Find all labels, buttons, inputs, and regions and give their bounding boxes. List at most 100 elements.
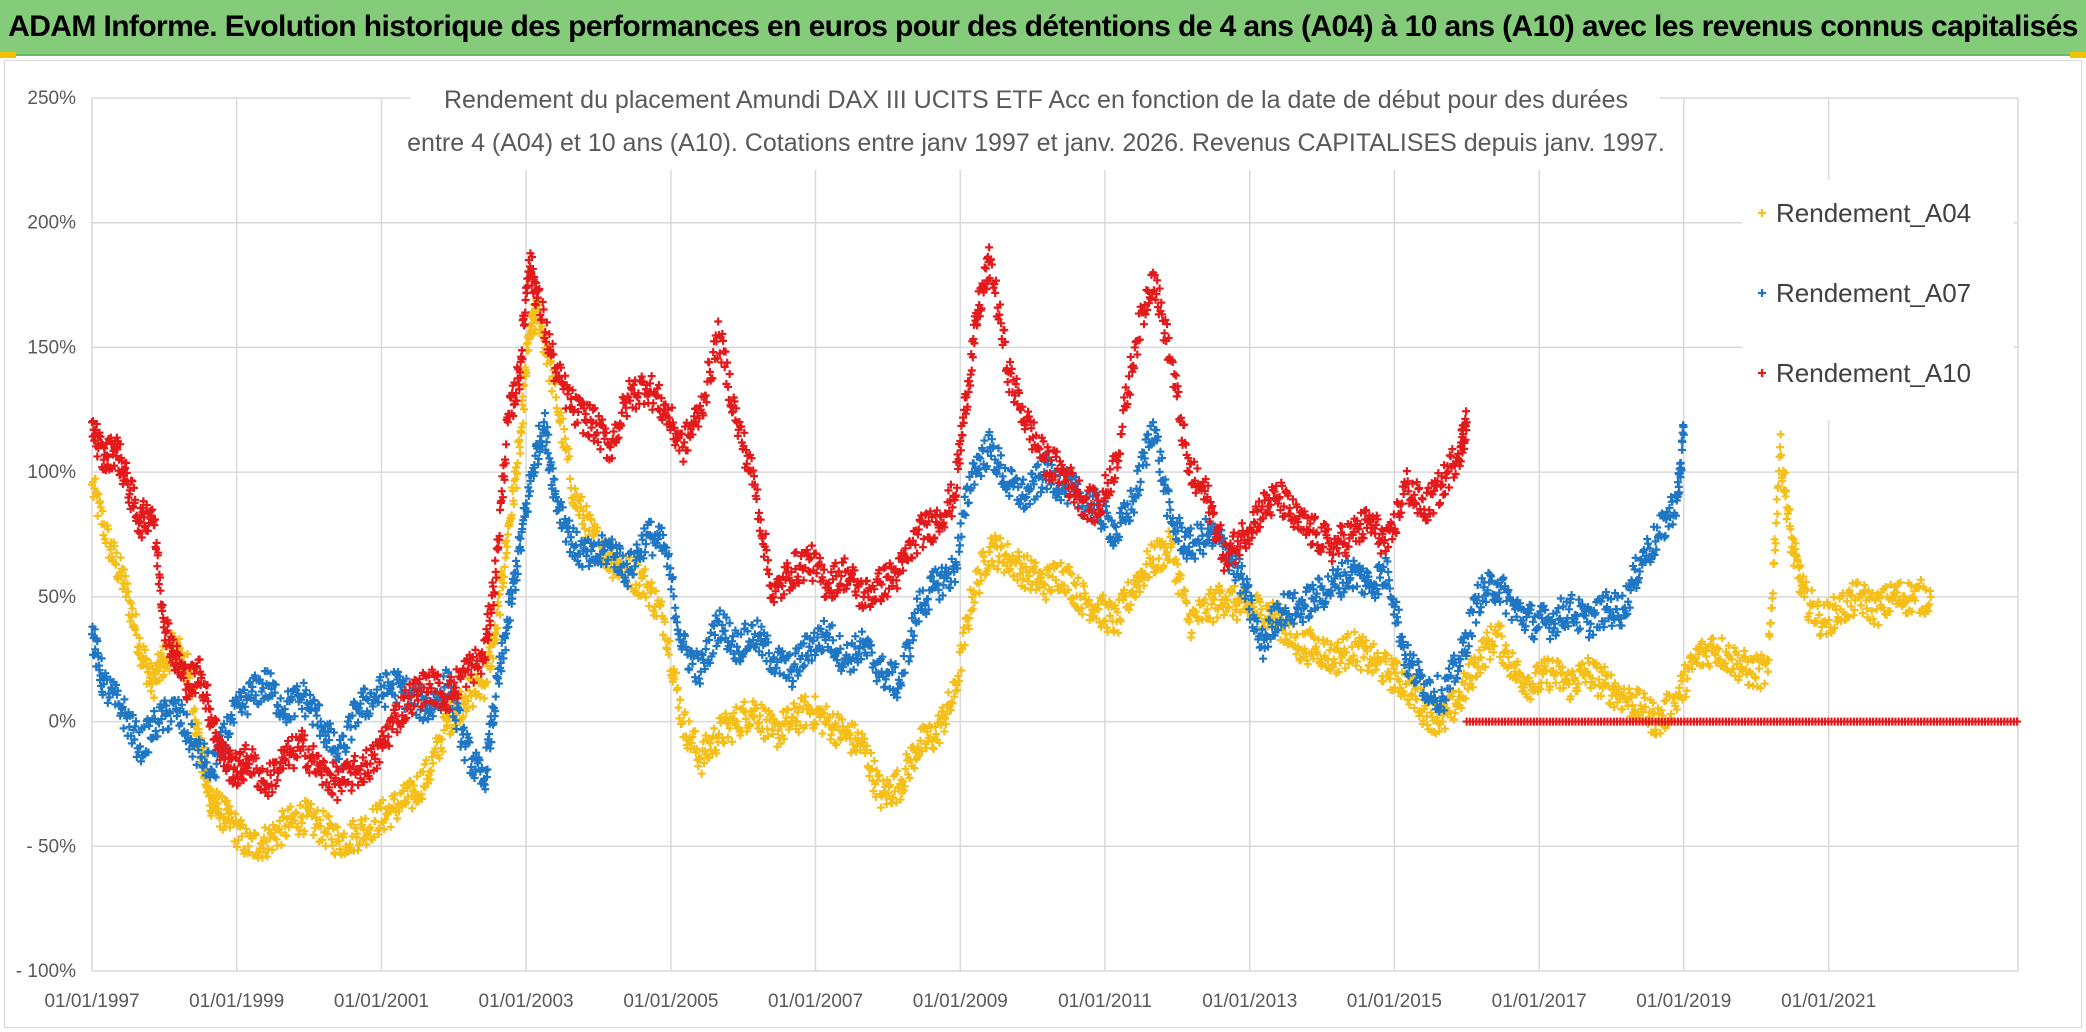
data-point (901, 764, 910, 773)
data-point (697, 769, 706, 778)
data-point (1078, 610, 1087, 619)
data-point (448, 728, 457, 737)
data-point (1874, 621, 1883, 630)
data-point (1496, 621, 1505, 630)
data-point (144, 748, 153, 757)
data-point (330, 728, 339, 737)
data-point (1760, 679, 1769, 688)
data-point (507, 511, 516, 520)
data-point (1568, 667, 1577, 676)
data-point (1041, 581, 1050, 590)
data-point (1847, 591, 1856, 600)
data-point (440, 726, 449, 735)
data-point (296, 801, 305, 810)
data-point (659, 531, 668, 540)
data-point (705, 635, 714, 644)
data-point (525, 487, 534, 496)
data-point (1067, 570, 1076, 579)
data-point (194, 746, 203, 755)
data-point (561, 434, 570, 443)
data-point (174, 696, 183, 705)
data-point (1046, 480, 1055, 489)
data-point (333, 796, 342, 805)
data-point (1789, 561, 1798, 570)
data-point (158, 706, 167, 715)
data-point (199, 763, 208, 772)
data-point (1812, 617, 1821, 626)
data-point (1526, 695, 1535, 704)
data-point (460, 756, 469, 765)
data-point (1349, 651, 1358, 660)
data-point (276, 828, 285, 837)
data-point (750, 713, 759, 722)
data-point (153, 732, 162, 741)
data-point (964, 625, 973, 634)
data-point (722, 613, 731, 622)
data-point (543, 423, 552, 432)
data-point (1774, 482, 1783, 491)
data-point (339, 732, 348, 741)
data-point (1876, 594, 1885, 603)
data-point (141, 645, 150, 654)
data-point (1037, 569, 1046, 578)
data-point (116, 553, 125, 562)
data-point (488, 654, 497, 663)
data-point (269, 821, 278, 830)
data-point (741, 619, 750, 628)
data-point (1599, 678, 1608, 687)
data-point (867, 764, 876, 773)
data-point (547, 387, 556, 396)
data-point (93, 637, 102, 646)
data-point (709, 732, 718, 741)
data-point (347, 735, 356, 744)
data-point (146, 659, 155, 668)
data-point (673, 684, 682, 693)
data-point (192, 760, 201, 769)
data-point (556, 408, 565, 417)
data-point (1475, 646, 1484, 655)
data-point (685, 717, 694, 726)
data-point (685, 665, 694, 674)
data-point (1209, 617, 1218, 626)
data-point (349, 816, 358, 825)
data-point (356, 699, 365, 708)
data-point (1617, 621, 1626, 630)
data-point (958, 645, 967, 654)
data-point (884, 789, 893, 798)
data-point (741, 714, 750, 723)
data-point (1130, 576, 1139, 585)
data-point (824, 720, 833, 729)
data-point (1610, 703, 1619, 712)
data-point (112, 680, 121, 689)
data-point (1098, 591, 1107, 600)
data-point (292, 808, 301, 817)
data-point (288, 695, 297, 704)
data-point (706, 628, 715, 637)
data-point (251, 830, 260, 839)
data-point (1362, 647, 1371, 656)
data-point (1440, 724, 1449, 733)
data-point (1677, 676, 1686, 685)
data-point (243, 710, 252, 719)
data-point (134, 748, 143, 757)
data-point (835, 632, 844, 641)
data-point (638, 535, 647, 544)
data-point (1776, 443, 1785, 452)
data-point (1290, 642, 1299, 651)
data-point (491, 628, 500, 637)
data-point (1675, 683, 1684, 692)
data-point (1064, 585, 1073, 594)
data-point (980, 436, 989, 445)
data-point (1832, 605, 1841, 614)
data-point (164, 724, 173, 733)
data-point (187, 720, 196, 729)
data-point (695, 679, 704, 688)
data-point (774, 726, 783, 735)
data-point (641, 548, 650, 557)
data-point (200, 739, 209, 748)
data-point (904, 657, 913, 666)
data-point (271, 680, 280, 689)
data-point (712, 641, 721, 650)
data-point (607, 535, 616, 544)
data-point (369, 833, 378, 842)
